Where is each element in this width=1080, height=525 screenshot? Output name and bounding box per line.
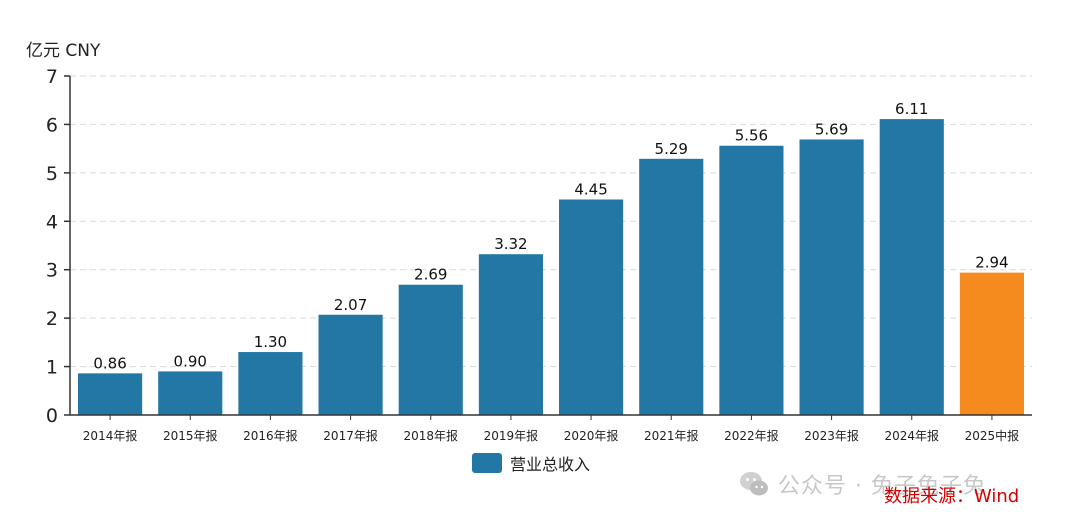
legend-label: 营业总收入 (510, 455, 591, 474)
data-label: 0.86 (93, 354, 126, 372)
x-tick-label: 2024年报 (884, 428, 939, 443)
data-label: 0.90 (174, 352, 207, 370)
x-tick-label: 2025中报 (965, 428, 1020, 443)
x-tick-label: 2020年报 (564, 428, 619, 443)
x-tick-label: 2022年报 (724, 428, 779, 443)
data-label: 4.45 (574, 180, 607, 198)
x-tick-label: 2017年报 (323, 428, 378, 443)
data-source: 数据来源：Wind (884, 486, 1020, 507)
gridlines (70, 75, 1032, 368)
bar-2023年报 (799, 139, 864, 416)
data-labels: 0.86 0.90 1.30 2.07 2.69 3.32 4.45 5.29 5.56 5.69… (93, 100, 1008, 372)
y-tick-label: 7 (46, 66, 58, 88)
bar-2024年报 (879, 119, 944, 415)
data-label: 2.07 (334, 296, 367, 314)
data-label: 2.94 (975, 254, 1008, 272)
axes: 0 1 2 3 4 5 6 7 2014年报 2015年报 2016年报 2017年报 2018年报 20… (46, 66, 1032, 443)
bar-2022年报 (719, 145, 784, 416)
data-label: 6.11 (895, 100, 928, 118)
y-tick-label: 1 (46, 357, 58, 379)
y-tick-label: 0 (46, 405, 58, 427)
bar-2015年报 (158, 371, 223, 415)
bar-2016年报 (238, 352, 303, 415)
data-label: 5.69 (815, 120, 848, 138)
y-axis-unit-label: 亿元 CNY (26, 41, 101, 61)
bar-2025中报 (959, 272, 1024, 415)
y-tick-label: 2 (46, 308, 58, 330)
data-label: 5.56 (735, 127, 768, 145)
y-tick-label: 5 (46, 163, 58, 185)
bar-2021年报 (639, 158, 704, 415)
watermark-text: 公众号 · 兔子兔子兔 (778, 474, 986, 499)
data-label: 2.69 (414, 266, 447, 284)
x-tick-label: 2023年报 (804, 428, 859, 443)
x-tick-label: 2019年报 (484, 428, 539, 443)
data-label: 5.29 (655, 140, 688, 158)
data-label: 1.30 (254, 333, 287, 351)
bar-2019年报 (478, 254, 543, 415)
wechat-icon (740, 472, 768, 496)
legend: 营业总收入 (472, 451, 590, 475)
y-tick-label: 4 (46, 211, 58, 233)
y-tick-label: 6 (46, 114, 58, 136)
x-tick-label: 2018年报 (403, 428, 458, 443)
watermark: 公众号 · 兔子兔子兔 (738, 468, 986, 500)
legend-swatch (472, 453, 502, 473)
x-tick-label: 2021年报 (644, 428, 699, 443)
bars (78, 119, 1024, 416)
y-tick-label: 3 (46, 260, 58, 282)
bar-2020年报 (559, 199, 624, 415)
x-tick-label: 2015年报 (163, 428, 218, 443)
x-tick-label: 2014年报 (83, 428, 138, 443)
data-label: 3.32 (494, 235, 527, 253)
bar-2017年报 (318, 314, 383, 415)
x-tick-label: 2016年报 (243, 428, 298, 443)
bar-2018年报 (398, 284, 463, 415)
bar-2014年报 (78, 373, 143, 415)
